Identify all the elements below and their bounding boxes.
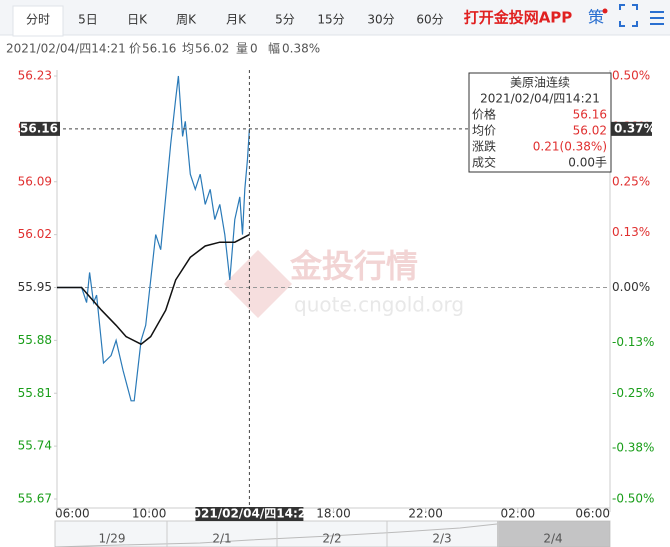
strategy-button[interactable]: 策: [588, 8, 604, 27]
navigator-selection[interactable]: [497, 521, 610, 547]
navigator-trace: [54, 523, 498, 547]
navigator-date: 2/4: [543, 532, 562, 546]
info-volume: 0: [250, 42, 258, 56]
y-tick-label: 56.09: [18, 174, 52, 188]
x-tick-label: 18:00: [316, 507, 351, 521]
tooltip-key: 均价: [472, 124, 496, 138]
y-tick-label: 55.95: [18, 280, 52, 294]
info-price-label: 价: [129, 42, 141, 56]
y2-tick-label: 0.25%: [612, 174, 650, 188]
tooltip-key: 价格: [472, 107, 496, 122]
info-avg-label: 均: [182, 42, 194, 56]
y-tick-label: 55.67: [18, 492, 52, 506]
y2-tick-label: -0.38%: [612, 441, 654, 455]
info-avg: 56.02: [195, 42, 229, 56]
tab[interactable]: 日K: [127, 13, 148, 27]
x-tick-label: 02:00: [501, 507, 536, 521]
y-tick-label: 55.74: [18, 439, 52, 453]
crosshair-x-box: [195, 507, 304, 521]
tab[interactable]: 5日: [78, 13, 98, 27]
y2-tick-label: -0.13%: [612, 335, 654, 349]
watermark-logo: [224, 250, 292, 318]
y-tick-label: 56.23: [18, 69, 52, 83]
active-tab: [12, 5, 64, 37]
navigator-date: 2/2: [322, 532, 341, 546]
tooltip-value: 0.21(0.38%): [533, 140, 607, 154]
crosshair-y2-box: [610, 121, 652, 136]
info-volume-label: 量: [236, 42, 248, 56]
y-tick-label: 55.88: [18, 333, 52, 347]
tab[interactable]: 60分: [416, 13, 443, 27]
app-link[interactable]: 打开金投网APP: [464, 9, 573, 27]
badge: [602, 8, 608, 14]
y2-tick-label: 0.00%: [612, 280, 650, 294]
tab[interactable]: 分时: [26, 13, 50, 27]
tooltip-key: 涨跌: [472, 139, 496, 154]
tooltip-title: 美原油连续: [510, 75, 570, 90]
y2-tick-label: -0.50%: [612, 492, 654, 506]
tooltip-key: 成交: [472, 155, 496, 170]
navigator-date: 2/1: [212, 532, 231, 546]
y-tick-label: 55.81: [18, 386, 52, 400]
tab[interactable]: 5分: [275, 13, 295, 27]
tooltip-value: 56.16: [573, 108, 607, 122]
y2-tick-label: 0.13%: [612, 225, 650, 239]
menu-icon[interactable]: [650, 11, 664, 25]
crosshair-x-label: 2021/02/04/四14:21: [184, 507, 314, 521]
tab[interactable]: 月K: [226, 13, 247, 27]
info-change: 0.38%: [282, 42, 320, 56]
tooltip-value: 0.00手: [568, 156, 607, 170]
crosshair-y-box: [20, 121, 60, 136]
crosshair-y2-label: 0.37%: [614, 121, 656, 135]
tab[interactable]: 周K: [176, 13, 197, 27]
x-tick-label: 06:00: [575, 507, 610, 521]
x-tick-label: 06:00: [55, 507, 90, 521]
y2-tick-label: 0.50%: [612, 69, 650, 83]
tooltip-time: 2021/02/04/四14:21: [480, 92, 600, 106]
average-line: [57, 233, 250, 346]
fullscreen-icon[interactable]: [619, 4, 638, 27]
y2-tick-label: -0.25%: [612, 386, 654, 400]
x-tick-label: 22:00: [408, 507, 443, 521]
info-price: 56.16: [142, 42, 176, 56]
watermark: quote.cngold.org: [294, 293, 464, 317]
toolbar: [0, 0, 670, 35]
navigator-date: 1/29: [99, 532, 126, 546]
x-tick-label: 10:00: [132, 507, 167, 521]
y-tick-label: 56.02: [18, 227, 52, 241]
price-line: [57, 75, 250, 402]
tooltip: [468, 72, 612, 173]
tab[interactable]: 15分: [317, 13, 344, 27]
tab[interactable]: 30分: [367, 13, 394, 27]
crosshair-y-label: 56.16: [20, 121, 58, 135]
navigator-date: 2/3: [432, 532, 451, 546]
info-change-label: 幅: [268, 41, 280, 56]
info-time: 2021/02/04/四14:21: [6, 42, 126, 56]
tooltip-value: 56.02: [573, 124, 607, 138]
watermark: 金投行情: [289, 247, 418, 285]
